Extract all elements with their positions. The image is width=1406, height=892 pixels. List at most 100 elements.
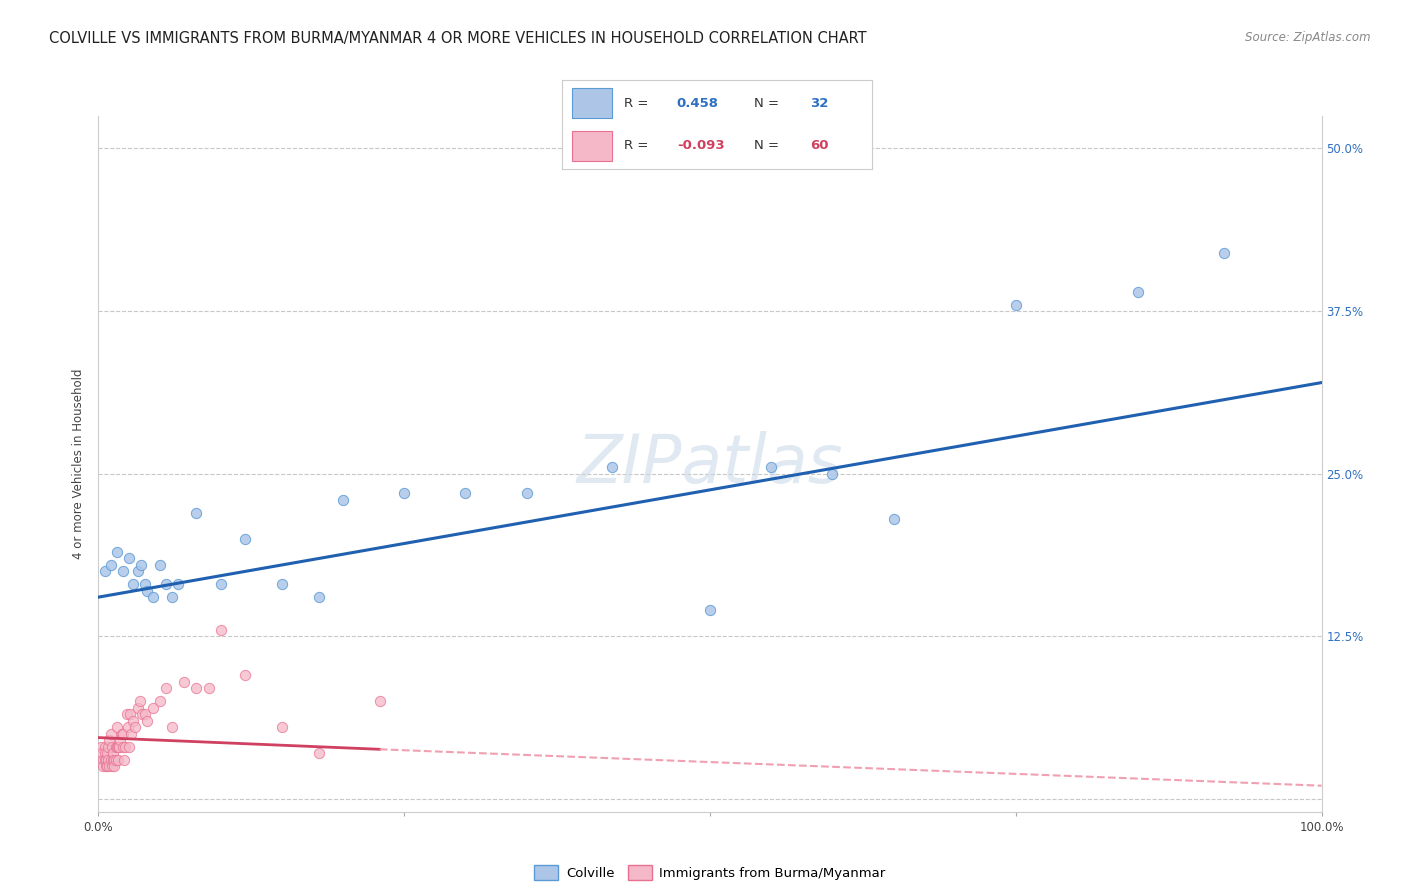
Point [129, 558, 152, 572]
Point [114, 739, 136, 754]
Point [233, 532, 256, 546]
Point [129, 694, 152, 708]
Point [101, 746, 124, 760]
Point [100, 558, 122, 572]
Point [118, 739, 141, 754]
Text: COLVILLE VS IMMIGRANTS FROM BURMA/MYANMAR 4 OR MORE VEHICLES IN HOUSEHOLD CORREL: COLVILLE VS IMMIGRANTS FROM BURMA/MYANMA… [49, 31, 868, 46]
Point [1212, 245, 1234, 260]
Point [112, 753, 135, 767]
Y-axis label: 4 or more Vehicles in Household: 4 or more Vehicles in Household [72, 368, 86, 559]
Point [104, 739, 127, 754]
Point [111, 727, 134, 741]
Point [127, 564, 149, 578]
Point [93, 753, 115, 767]
Text: 0.458: 0.458 [676, 97, 718, 110]
Text: Source: ZipAtlas.com: Source: ZipAtlas.com [1246, 31, 1371, 45]
Point [160, 590, 183, 604]
Point [821, 467, 844, 481]
Point [233, 668, 256, 682]
Point [699, 603, 721, 617]
Point [101, 759, 124, 773]
Point [1004, 297, 1026, 311]
Point [97, 739, 120, 754]
Text: 60: 60 [810, 139, 828, 152]
Point [118, 551, 141, 566]
Point [96, 746, 118, 760]
Point [270, 577, 294, 591]
Point [209, 577, 232, 591]
Text: -0.093: -0.093 [676, 139, 724, 152]
Point [111, 739, 134, 754]
Legend: Colville, Immigrants from Burma/Myanmar: Colville, Immigrants from Burma/Myanmar [529, 860, 891, 885]
Point [100, 727, 122, 741]
Point [100, 753, 122, 767]
Point [515, 486, 537, 500]
Point [93, 746, 115, 760]
Point [97, 753, 120, 767]
Point [149, 694, 172, 708]
Point [94, 759, 117, 773]
Point [131, 707, 153, 722]
Point [111, 727, 134, 741]
Point [136, 714, 159, 728]
Text: ZIPatlas: ZIPatlas [576, 431, 844, 497]
Point [308, 746, 330, 760]
Point [197, 681, 219, 695]
Point [120, 707, 142, 722]
Point [120, 727, 142, 741]
Point [127, 700, 149, 714]
Point [93, 564, 115, 578]
Point [173, 674, 195, 689]
Text: R =: R = [624, 139, 652, 152]
Point [96, 759, 118, 773]
Text: R =: R = [624, 97, 652, 110]
Point [761, 460, 783, 475]
Point [121, 577, 143, 591]
Text: N =: N = [754, 97, 783, 110]
Point [107, 739, 129, 754]
Point [155, 681, 177, 695]
Point [600, 460, 623, 475]
Point [105, 720, 128, 734]
Point [142, 590, 165, 604]
Point [101, 739, 124, 754]
Point [167, 577, 190, 591]
Point [98, 733, 121, 747]
Point [186, 681, 208, 695]
Point [160, 720, 183, 734]
Point [186, 506, 208, 520]
Point [91, 759, 114, 773]
Point [93, 739, 115, 754]
Point [209, 623, 232, 637]
Point [91, 753, 114, 767]
Point [121, 714, 143, 728]
Point [108, 739, 131, 754]
Point [124, 720, 146, 734]
Point [90, 739, 112, 754]
Point [883, 512, 905, 526]
Point [103, 759, 125, 773]
Point [134, 707, 156, 722]
Point [104, 753, 127, 767]
Text: 32: 32 [810, 97, 828, 110]
FancyBboxPatch shape [572, 88, 612, 118]
Point [1128, 285, 1150, 299]
Point [392, 486, 416, 500]
Point [110, 733, 132, 747]
Point [332, 492, 354, 507]
Point [368, 694, 391, 708]
Point [134, 577, 156, 591]
Point [105, 739, 128, 754]
FancyBboxPatch shape [572, 131, 612, 161]
Point [115, 707, 138, 722]
Point [91, 746, 114, 760]
Point [105, 544, 128, 558]
Point [111, 564, 134, 578]
Point [308, 590, 330, 604]
Point [103, 753, 125, 767]
Point [117, 720, 139, 734]
Point [94, 753, 117, 767]
Point [149, 558, 172, 572]
Point [142, 700, 165, 714]
Point [155, 577, 177, 591]
